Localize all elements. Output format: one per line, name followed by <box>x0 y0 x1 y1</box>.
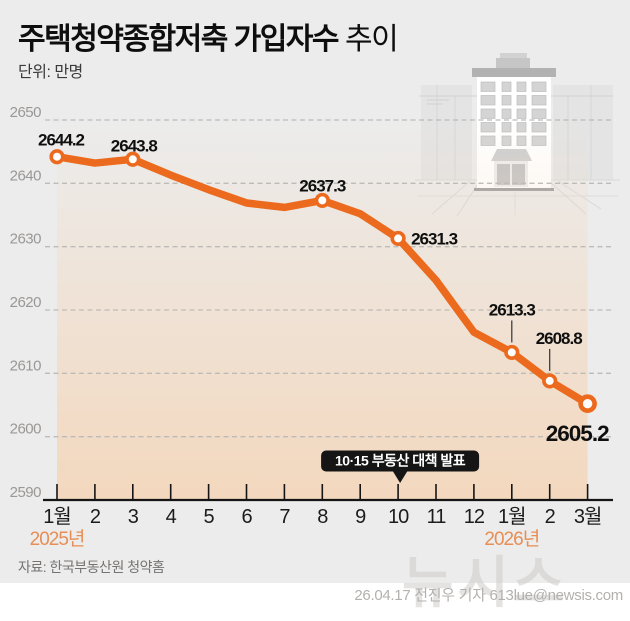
unit-label: 단위: 만명 <box>18 64 83 81</box>
data-point-label: 2605.2 <box>546 421 609 446</box>
x-tick-label: 1월 <box>43 505 71 528</box>
data-point-marker <box>314 192 330 209</box>
title-main: 주택청약종합저축 가입자수 <box>18 23 340 56</box>
data-point-label: 2631.3 <box>411 229 458 248</box>
x-tick-label: 5 <box>204 506 215 528</box>
y-tick-label: 2610 <box>10 357 42 374</box>
title-suffix: 추이 <box>345 23 399 56</box>
x-tick-label: 6 <box>241 506 252 528</box>
data-point-label: 2608.8 <box>536 329 583 348</box>
y-tick-label: 2630 <box>10 231 42 248</box>
data-point-label: 2644.2 <box>38 131 85 150</box>
data-point-marker <box>578 394 597 414</box>
x-tick-label: 8 <box>317 506 328 528</box>
data-point-marker <box>49 149 65 165</box>
x-tick-label: 7 <box>279 506 290 528</box>
x-tick-label: 9 <box>355 506 366 528</box>
year-label: 2025년 <box>30 528 85 550</box>
data-point-marker <box>390 230 406 247</box>
x-tick-label: 1월 <box>498 505 526 528</box>
x-tick-label: 4 <box>166 506 177 528</box>
year-label: 2026년 <box>484 528 539 550</box>
x-tick-label: 2 <box>90 506 101 528</box>
y-tick-label: 2600 <box>10 421 42 438</box>
annotation-pointer <box>392 470 409 483</box>
y-tick-label: 2590 <box>10 484 42 501</box>
annotation-label: 10·15 부동산 대책 발표 <box>335 453 466 469</box>
y-tick-label: 2620 <box>10 294 42 311</box>
newsis-watermark: 뉴시스 <box>402 551 569 614</box>
y-tick-label: 2650 <box>10 104 42 121</box>
credit-line: 26.04.17 전진우 기자 613lue@newsis.com <box>354 587 623 604</box>
data-point-marker <box>504 344 520 361</box>
data-point-label: 2643.8 <box>111 136 158 155</box>
x-tick-label: 10 <box>388 506 409 528</box>
data-point-label: 2637.3 <box>299 176 346 195</box>
page-title: 주택청약종합저축 가입자수 추이 <box>18 14 399 58</box>
annotation-bubble <box>321 450 480 472</box>
source-label: 자료: 한국부동산원 청약홈 <box>18 559 165 575</box>
x-tick-label: 3월 <box>574 505 602 528</box>
footer-strip <box>0 583 630 621</box>
x-tick-label: 3 <box>128 506 139 528</box>
x-tick-label: 2 <box>545 506 556 528</box>
y-tick-label: 2640 <box>10 167 42 184</box>
data-point-marker <box>125 151 141 167</box>
data-point-marker <box>542 373 558 389</box>
x-tick-label: 11 <box>427 506 447 528</box>
x-tick-label: 12 <box>464 506 485 528</box>
data-point-label: 2613.3 <box>489 300 536 319</box>
